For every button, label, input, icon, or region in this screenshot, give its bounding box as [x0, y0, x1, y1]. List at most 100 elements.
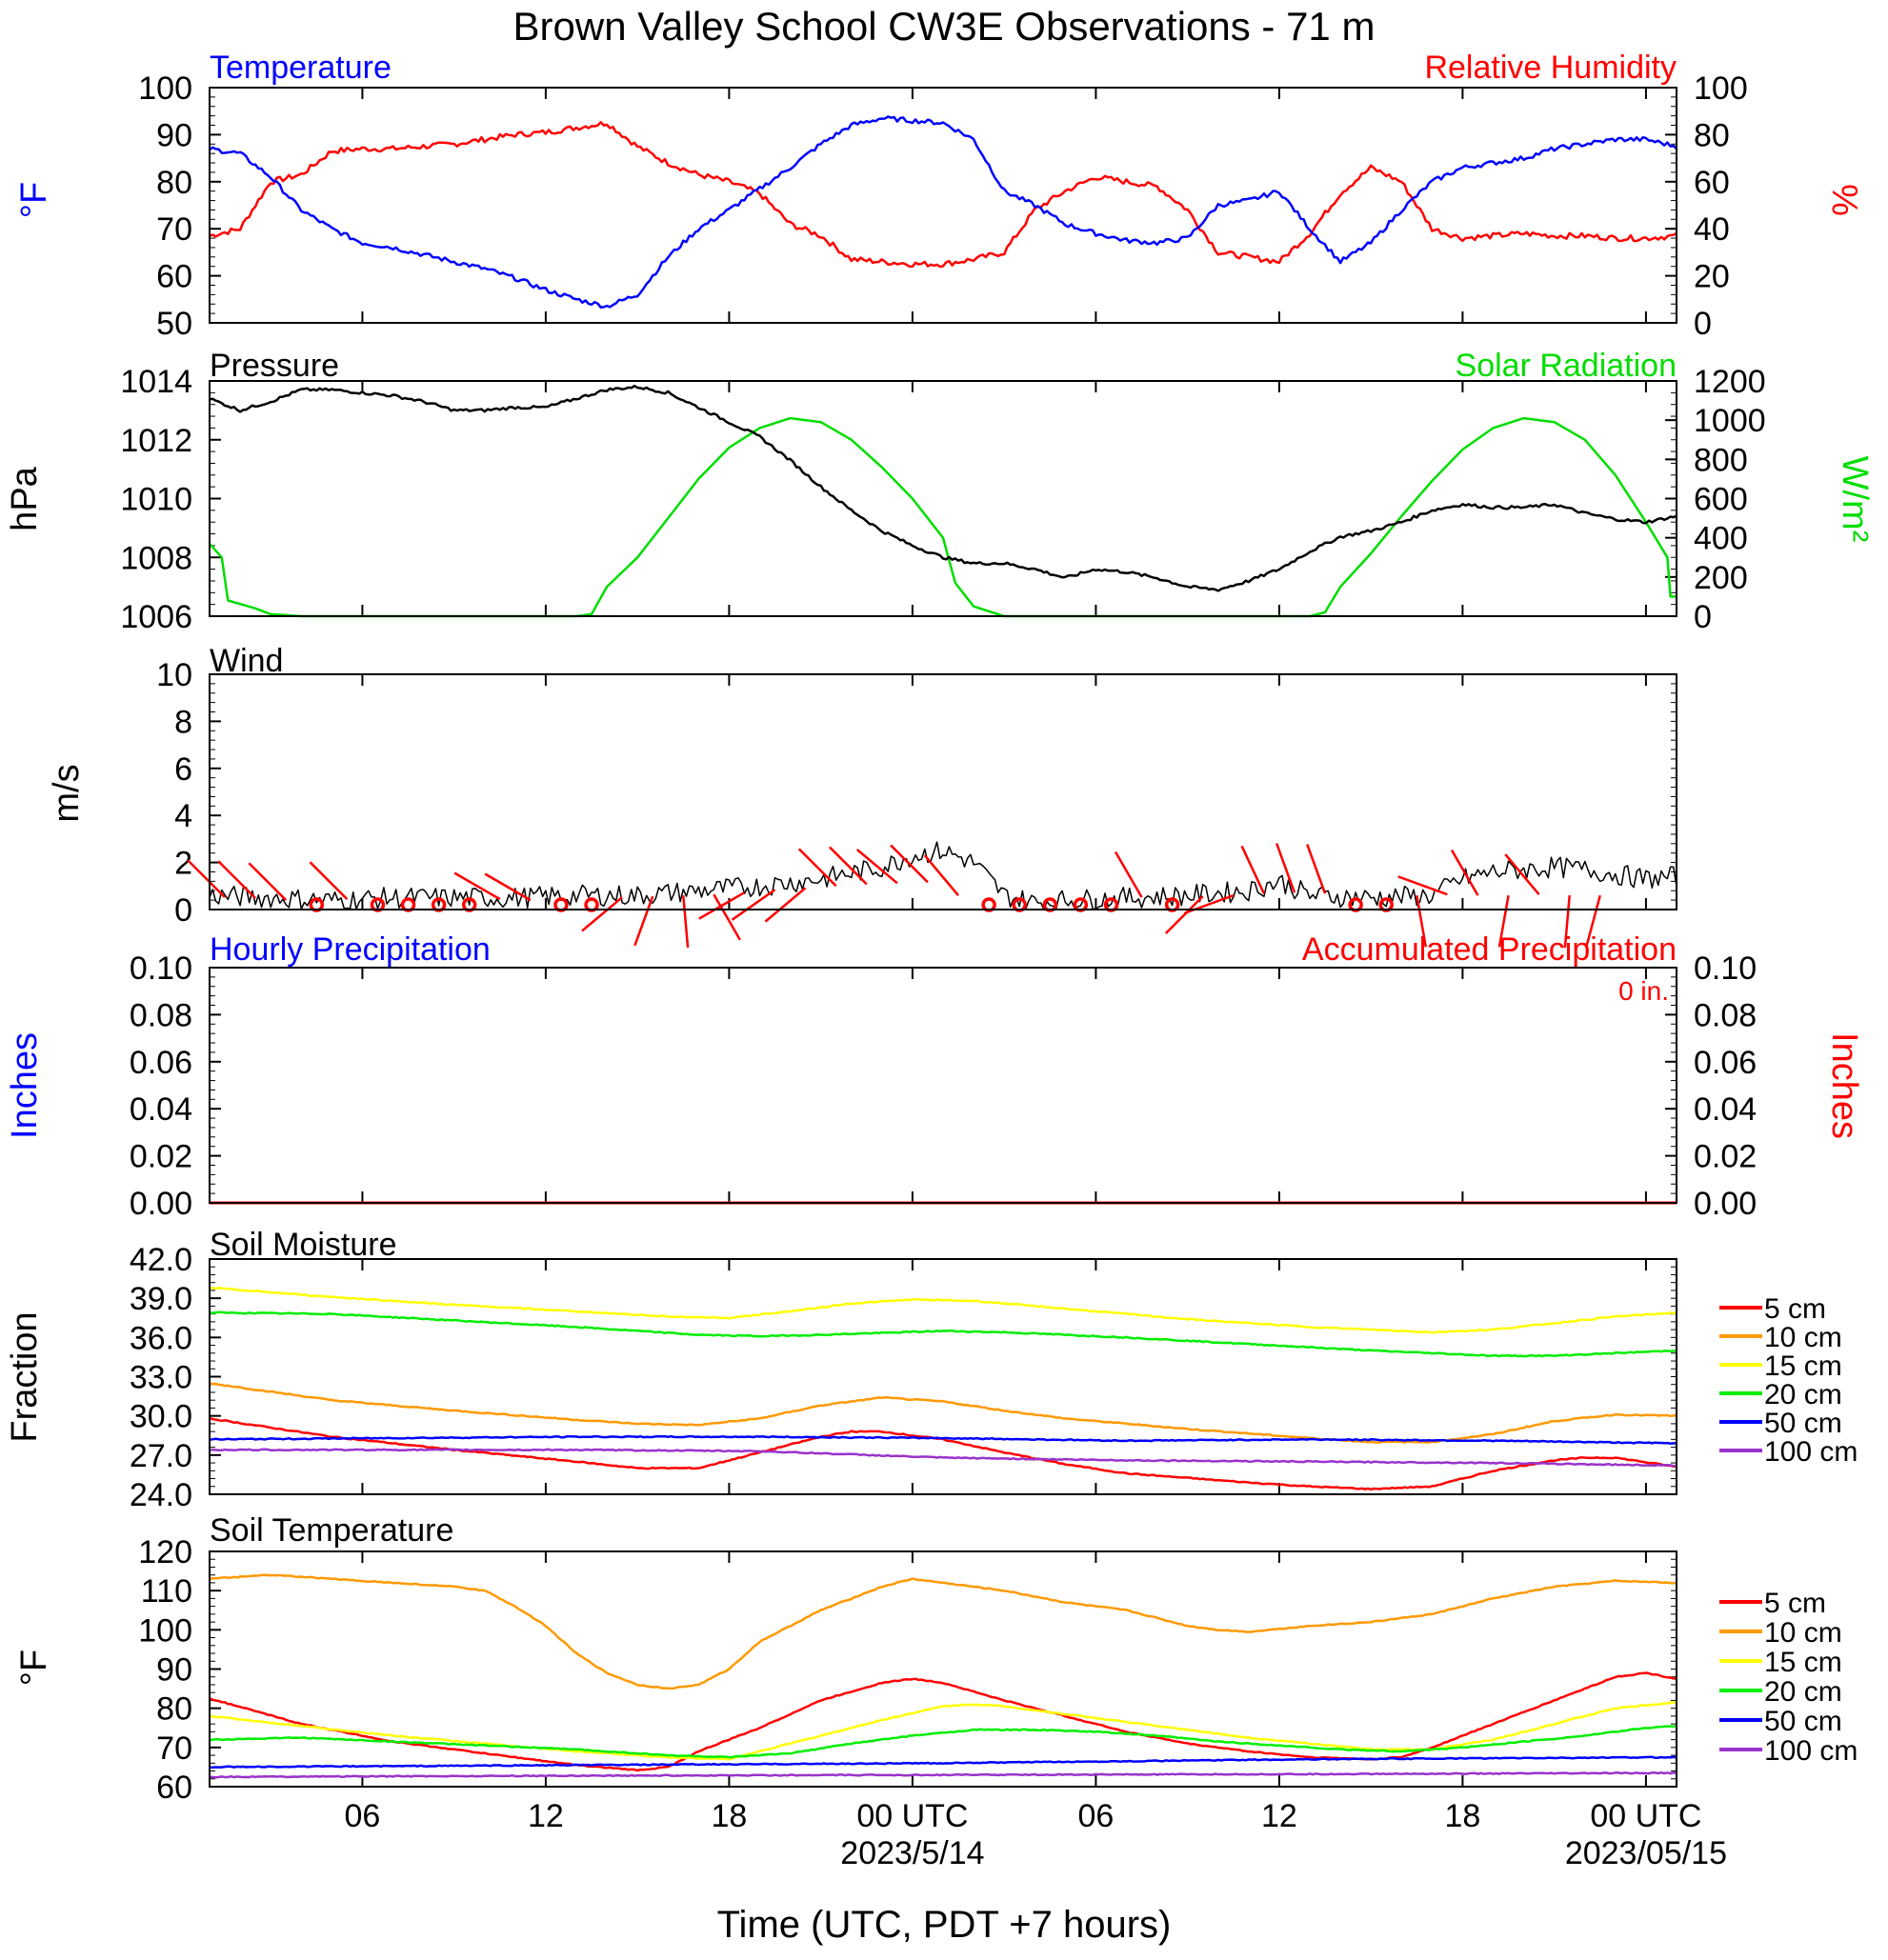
soil-moisture-line [209, 1416, 1677, 1491]
precip-frame [209, 967, 1677, 1204]
precip-left-tick-label: 0.08 [130, 997, 192, 1033]
wind-title: Wind [210, 643, 283, 679]
soil-temperature-line [209, 1573, 1677, 1690]
pressure-panel: Pressure Solar Radiation hPa W/m² 100610… [5, 348, 1875, 635]
soil-moisture-left-tick-label: 36.0 [130, 1320, 192, 1356]
wind-barb [923, 854, 959, 896]
legend-label: 5 cm [1764, 1588, 1826, 1619]
solar-title: Solar Radiation [1456, 348, 1677, 384]
soil-moisture-line [209, 1434, 1677, 1445]
wind-barb [453, 871, 501, 901]
wind-left-tick-label: 10 [156, 657, 192, 693]
temperature-right-ticks: 0 20 40 60 80 100 [1665, 70, 1748, 342]
calm-wind-circle [370, 897, 386, 912]
pressure-left-ticks: 1006 1008 1010 1012 1014 [120, 364, 1677, 635]
calm-wind-circle [1103, 897, 1119, 912]
solar-right-tick-label: 1200 [1694, 364, 1766, 400]
precip-right-tick-label: 0.04 [1694, 1091, 1757, 1128]
pressure-plot [209, 381, 1677, 618]
solar-right-tick-label: 400 [1694, 521, 1748, 557]
soil-temp-left-tick-label: 110 [141, 1573, 192, 1610]
calm-wind-circle [584, 897, 599, 912]
legend-label: 100 cm [1764, 1735, 1858, 1767]
wind-barb [217, 860, 257, 900]
accum-precip-unit: Inches [1824, 1032, 1864, 1139]
wind-barb [829, 846, 868, 886]
calm-wind-circle [1042, 897, 1058, 912]
soil-moisture-title: Soil Moisture [210, 1227, 397, 1263]
soil-moisture-frame [209, 1258, 1677, 1495]
humidity-right-tick-label: 60 [1694, 165, 1730, 201]
pressure-left-tick-label: 1008 [120, 540, 192, 576]
wind-left-tick-label: 4 [174, 798, 192, 834]
pressure-left-tick-label: 1010 [120, 482, 192, 518]
solar-line [209, 416, 1677, 618]
humidity-right-tick-label: 100 [1694, 70, 1748, 107]
calm-wind-circle [431, 897, 447, 912]
legend-label: 10 cm [1764, 1322, 1842, 1353]
humidity-right-tick-label: 40 [1694, 211, 1730, 248]
wind-barb [1504, 853, 1540, 895]
calm-wind-circle [1164, 897, 1180, 912]
precip-right-ticks: 0.00 0.02 0.04 0.06 0.08 0.10 [1665, 950, 1757, 1222]
x-tick-label: 18 [1445, 1798, 1481, 1834]
legend-label: 20 cm [1764, 1379, 1842, 1410]
precip-left-tick-label: 0.10 [130, 950, 192, 987]
soil-moisture-plot [209, 1259, 1677, 1494]
wind-frame [209, 673, 1677, 910]
x-date-label: 2023/5/14 [840, 1835, 984, 1871]
wind-barb [855, 849, 898, 885]
hourly-precip-title: Hourly Precipitation [210, 931, 491, 968]
x-tick-label: 12 [1261, 1798, 1297, 1834]
wind-barb [248, 862, 288, 902]
precip-right-tick-label: 0.08 [1694, 997, 1757, 1033]
wind-barb [581, 896, 623, 932]
calm-wind-circle [309, 897, 325, 912]
legend-label: 15 cm [1764, 1350, 1842, 1382]
soil-moisture-unit: Fraction [5, 1311, 45, 1442]
calm-wind-circle [981, 897, 996, 912]
wind-unit: m/s [47, 764, 87, 822]
legend-label: 20 cm [1764, 1676, 1842, 1708]
pressure-line [209, 384, 1677, 592]
soil-temperature-title: Soil Temperature [210, 1512, 453, 1549]
x-tick-label: 18 [712, 1798, 748, 1834]
wind-barb [187, 859, 226, 899]
soil-temp-left-tick-label: 90 [156, 1652, 192, 1689]
solar-unit: W/m² [1835, 456, 1875, 543]
wind-barb [713, 893, 741, 941]
soil-temp-left-tick-label: 80 [156, 1691, 192, 1728]
wind-barb [797, 848, 837, 888]
temp-left-tick-label: 80 [156, 165, 192, 201]
wind-barb [1497, 894, 1510, 948]
wind-plot [187, 674, 1677, 949]
humidity-title: Relative Humidity [1424, 50, 1677, 86]
solar-right-tick-label: 1000 [1694, 403, 1766, 439]
temperature-frame [209, 87, 1677, 324]
wind-barb [1240, 845, 1266, 894]
temp-left-tick-label: 60 [156, 259, 192, 295]
precip-left-ticks: 0.00 0.02 0.04 0.06 0.08 0.10 [130, 950, 1677, 1222]
temperature-left-ticks: 50 60 70 80 90 100 [138, 70, 1677, 342]
soil-moisture-line [209, 1310, 1677, 1358]
solar-right-tick-label: 800 [1694, 442, 1748, 478]
wind-barb [1275, 843, 1296, 893]
soil-moisture-left-ticks: 24.027.030.033.0 36.039.042.0 [130, 1242, 1677, 1513]
calm-wind-circle [1378, 897, 1394, 912]
wind-barb [1416, 894, 1428, 948]
soil-temperature-frame [209, 1550, 1677, 1788]
temp-left-tick-label: 100 [138, 70, 192, 107]
soil-temp-left-tick-label: 120 [138, 1534, 192, 1570]
soil-temperature-line [209, 1755, 1677, 1770]
soil-temp-left-tick-label: 60 [156, 1770, 192, 1806]
legend-label: 50 cm [1764, 1408, 1842, 1439]
wind-barb [1563, 895, 1571, 949]
precip-left-tick-label: 0.06 [130, 1045, 192, 1081]
x-tick-label: 00 UTC [1590, 1798, 1701, 1834]
chart-title: Brown Valley School CW3E Observations - … [513, 4, 1376, 49]
